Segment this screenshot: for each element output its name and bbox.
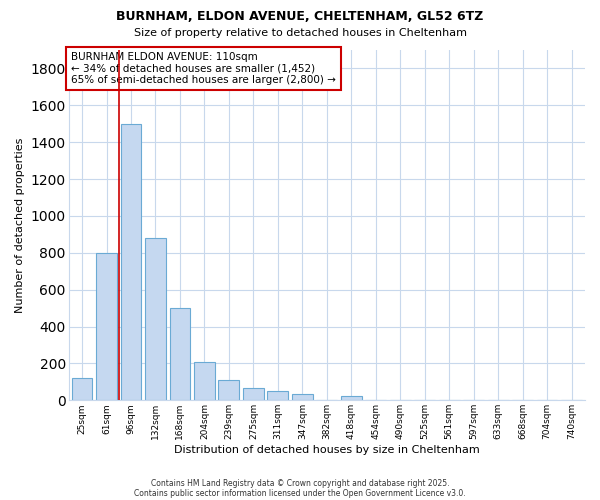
X-axis label: Distribution of detached houses by size in Cheltenham: Distribution of detached houses by size … xyxy=(174,445,479,455)
Text: Contains public sector information licensed under the Open Government Licence v3: Contains public sector information licen… xyxy=(134,488,466,498)
Bar xyxy=(170,308,190,400)
Bar xyxy=(194,362,215,401)
Text: BURNHAM ELDON AVENUE: 110sqm
← 34% of detached houses are smaller (1,452)
65% of: BURNHAM ELDON AVENUE: 110sqm ← 34% of de… xyxy=(71,52,336,85)
Bar xyxy=(145,238,166,400)
Bar xyxy=(292,394,313,400)
Bar xyxy=(268,391,288,400)
Bar xyxy=(341,396,362,400)
Text: Size of property relative to detached houses in Cheltenham: Size of property relative to detached ho… xyxy=(133,28,467,38)
Bar xyxy=(71,378,92,400)
Y-axis label: Number of detached properties: Number of detached properties xyxy=(15,138,25,313)
Bar xyxy=(96,253,117,400)
Bar xyxy=(121,124,142,400)
Bar xyxy=(243,388,264,400)
Text: BURNHAM, ELDON AVENUE, CHELTENHAM, GL52 6TZ: BURNHAM, ELDON AVENUE, CHELTENHAM, GL52 … xyxy=(116,10,484,23)
Text: Contains HM Land Registry data © Crown copyright and database right 2025.: Contains HM Land Registry data © Crown c… xyxy=(151,478,449,488)
Bar xyxy=(218,380,239,400)
